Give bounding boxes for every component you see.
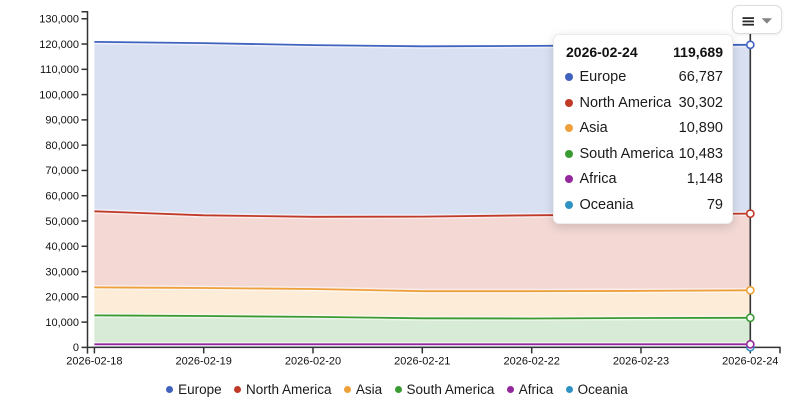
svg-text:110,000: 110,000 (40, 64, 79, 76)
svg-text:2026-02-20: 2026-02-20 (285, 356, 341, 368)
svg-text:2026-02-22: 2026-02-22 (504, 356, 560, 368)
svg-text:130,000: 130,000 (39, 14, 79, 26)
svg-text:30,000: 30,000 (45, 266, 79, 278)
svg-text:60,000: 60,000 (45, 191, 79, 203)
svg-text:2026-02-24: 2026-02-24 (722, 356, 778, 368)
svg-text:2026-02-18: 2026-02-18 (66, 356, 122, 368)
svg-text:2026-02-19: 2026-02-19 (176, 356, 232, 368)
svg-text:2026-02-23: 2026-02-23 (613, 356, 669, 368)
svg-text:70,000: 70,000 (45, 165, 79, 177)
svg-text:50,000: 50,000 (45, 216, 79, 228)
svg-text:0: 0 (73, 342, 79, 354)
svg-text:90,000: 90,000 (45, 115, 79, 127)
svg-text:2026-02-21: 2026-02-21 (394, 356, 450, 368)
svg-text:100,000: 100,000 (39, 89, 79, 101)
svg-text:20,000: 20,000 (45, 292, 79, 304)
svg-text:120,000: 120,000 (39, 39, 79, 51)
svg-text:10,000: 10,000 (45, 317, 79, 329)
svg-text:80,000: 80,000 (45, 140, 79, 152)
svg-text:40,000: 40,000 (45, 241, 79, 253)
